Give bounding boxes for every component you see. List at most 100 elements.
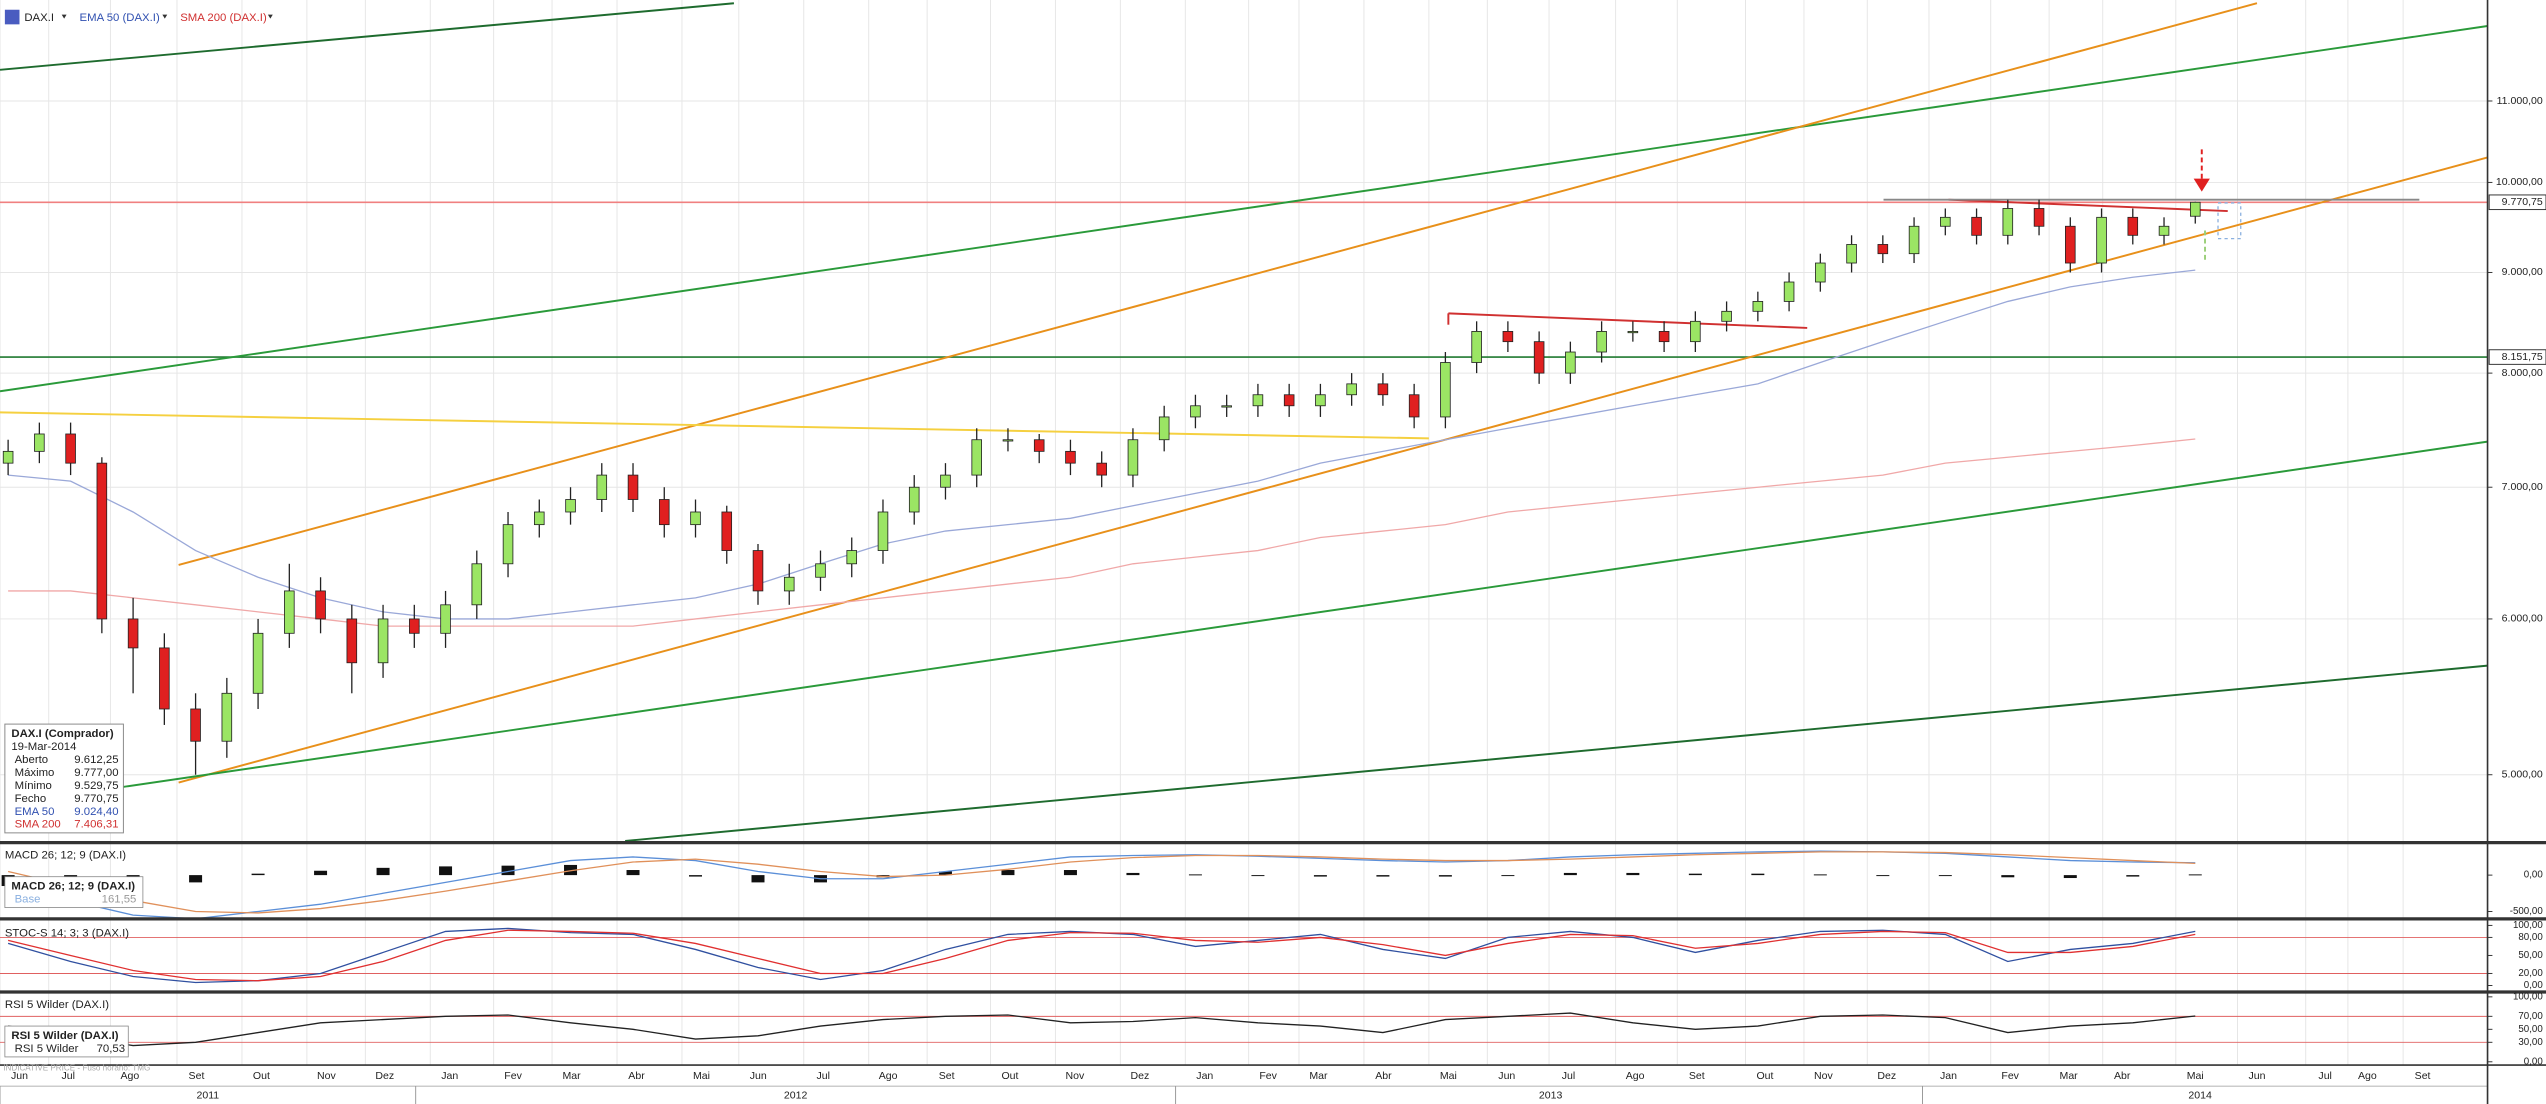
histogram-bar	[1313, 875, 1327, 877]
month-label: Mai	[693, 1070, 710, 1082]
trend-line	[0, 25, 2488, 393]
y-tick-label: 100,00	[2513, 991, 2543, 1002]
month-label: Nov	[1814, 1070, 1833, 1082]
candle-body	[1815, 262, 1826, 283]
year-label: 2013	[1539, 1090, 1563, 1102]
y-tick-label: 7.000,00	[2502, 481, 2543, 493]
symbol[interactable]: DAX.I	[24, 12, 54, 24]
histogram-bar	[1688, 873, 1702, 876]
month-label: Abr	[628, 1070, 645, 1082]
histogram-bar	[564, 864, 578, 876]
month-label: Ago	[879, 1070, 898, 1082]
y-tick-label: 20,00	[2518, 968, 2543, 979]
month-label: Mar	[562, 1070, 581, 1082]
candle-body	[658, 499, 670, 526]
month-label: Mar	[1309, 1070, 1328, 1082]
candle-body	[2127, 216, 2139, 236]
candle-body	[2002, 208, 2014, 236]
trend-line	[0, 411, 1429, 440]
info-label: Fecho	[15, 793, 47, 805]
symbol-icon[interactable]	[4, 9, 20, 25]
rsi-box-label: RSI 5 Wilder	[15, 1043, 79, 1055]
candle-body	[596, 474, 608, 500]
histogram-bar	[626, 870, 640, 876]
histogram-bar	[1438, 875, 1452, 877]
candle-body	[783, 576, 795, 592]
month-label: Abr	[2114, 1070, 2131, 1082]
histogram-bar	[938, 871, 952, 876]
info-value: 9.529,75	[74, 780, 118, 792]
candle-body	[34, 433, 45, 452]
candle-body	[2096, 216, 2107, 264]
month-label: Set	[189, 1070, 205, 1082]
candle-body	[1283, 394, 1295, 407]
histogram-bar	[1126, 872, 1140, 876]
candle-body	[565, 499, 576, 513]
y-tick-label: 8.000,00	[2502, 367, 2543, 379]
candle-body	[1627, 331, 1639, 334]
ema-label[interactable]: EMA 50 (DAX.I)	[80, 12, 160, 24]
candle-body	[1690, 320, 1701, 343]
info-rows: Aberto 9.612,25 Máximo 9.777,00 Mínimo 9.529,…	[15, 754, 119, 831]
candle-body	[1783, 281, 1795, 302]
candle-body	[96, 462, 108, 620]
marks	[1, 199, 2202, 1047]
candle-body	[1033, 439, 1045, 452]
month-label: Jan	[441, 1070, 458, 1082]
info-value: 9.770,75	[74, 793, 118, 805]
y-tick-label: 30,00	[2518, 1037, 2543, 1048]
candle-body	[940, 474, 951, 488]
histogram-bar	[501, 865, 515, 876]
candle-body	[1065, 450, 1076, 464]
histogram-bar	[1001, 870, 1015, 876]
candle-body	[2189, 201, 2201, 217]
month-label: Nov	[1066, 1070, 1085, 1082]
candle-body	[1221, 405, 1232, 408]
trend-line	[0, 2, 735, 71]
candle-body	[877, 511, 889, 551]
sma-label[interactable]: SMA 200 (DAX.I)	[180, 12, 267, 24]
histogram-bar	[751, 875, 765, 883]
info-value: 9.024,40	[74, 806, 118, 818]
month-label: Jul	[2318, 1070, 2331, 1082]
month-label: Dez	[1877, 1070, 1896, 1082]
legend-box	[4, 876, 144, 908]
candle-body	[221, 692, 233, 742]
candle-body	[1471, 331, 1482, 363]
info-value: 9.777,00	[74, 767, 118, 779]
indicator-line	[7, 929, 2196, 982]
candle-body	[1971, 216, 1982, 236]
info-date: 19-Mar-2014	[11, 741, 76, 753]
month-label: Out	[253, 1070, 270, 1082]
candle-body	[1252, 394, 1264, 407]
candle-body	[1346, 383, 1357, 396]
candle-body	[1565, 351, 1576, 374]
month-label: Fev	[504, 1070, 522, 1082]
histogram-bar	[2063, 875, 2077, 879]
info-label: EMA 50	[15, 806, 55, 818]
info-label: Máximo	[15, 767, 55, 779]
month-label: Jun	[750, 1070, 767, 1082]
month-label: Ago	[1626, 1070, 1645, 1082]
month-label: Dez	[1130, 1070, 1149, 1082]
month-label: Set	[2415, 1070, 2431, 1082]
candle-body	[471, 563, 483, 606]
month-label: Fev	[2001, 1070, 2019, 1082]
histogram-bar	[1501, 875, 1515, 877]
month-label: Out	[1001, 1070, 1018, 1082]
y-tick-label: 70,00	[2518, 1011, 2543, 1022]
month-label: Jan	[1940, 1070, 1957, 1082]
candle-body	[1440, 362, 1451, 418]
price-tag	[2488, 349, 2546, 365]
candle-body	[1096, 462, 1107, 476]
month-label: Jul	[816, 1070, 829, 1082]
info-value: 7.406,31	[74, 819, 118, 831]
y-tick-label: 0,00	[2524, 980, 2544, 991]
month-label: Fev	[1259, 1070, 1277, 1082]
candle-body	[284, 590, 295, 634]
price-tag	[2488, 194, 2546, 211]
indicator-line	[8, 1012, 2196, 1047]
candle-body	[190, 708, 201, 742]
candle-body	[1190, 405, 1201, 418]
candle-body	[1752, 301, 1764, 312]
